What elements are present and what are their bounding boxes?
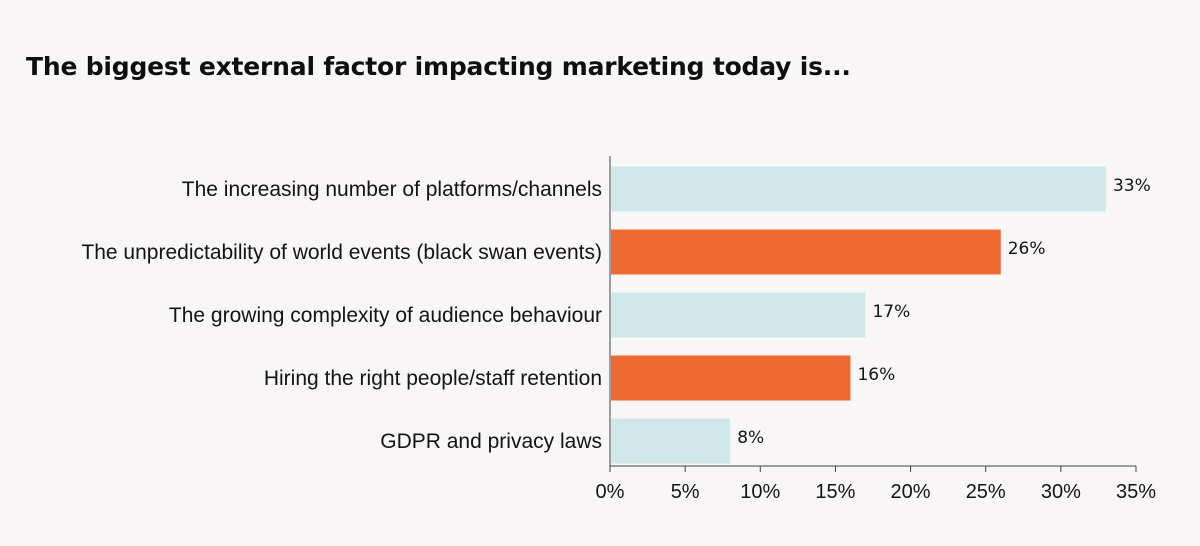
x-tick-label: 20% bbox=[891, 481, 931, 503]
category-label: The unpredictability of world events (bl… bbox=[81, 241, 602, 264]
value-label: 8% bbox=[737, 428, 764, 448]
category-label: The increasing number of platforms/chann… bbox=[182, 178, 602, 201]
x-tick-label: 30% bbox=[1041, 481, 1081, 503]
x-tick-label: 5% bbox=[671, 481, 700, 503]
category-label: The growing complexity of audience behav… bbox=[169, 304, 602, 327]
bar-3 bbox=[611, 292, 866, 338]
bars-layer bbox=[611, 166, 1106, 464]
value-label: 26% bbox=[1008, 239, 1046, 259]
value-label: 17% bbox=[872, 302, 910, 322]
bar-5 bbox=[611, 418, 731, 464]
x-tick-label: 35% bbox=[1116, 481, 1156, 503]
x-tick-label: 10% bbox=[740, 481, 780, 503]
bar-2 bbox=[611, 229, 1001, 275]
x-tick-label: 15% bbox=[815, 481, 855, 503]
x-tick-label: 0% bbox=[596, 481, 625, 503]
bar-4 bbox=[611, 355, 851, 401]
category-label: Hiring the right people/staff retention bbox=[264, 367, 602, 390]
chart-title: The biggest external factor impacting ma… bbox=[26, 52, 851, 81]
category-label: GDPR and privacy laws bbox=[380, 430, 602, 453]
x-tick-label: 25% bbox=[966, 481, 1006, 503]
value-label: 16% bbox=[857, 365, 895, 385]
value-label: 33% bbox=[1113, 176, 1151, 196]
x-axis: 0% 5% 10% 15% 20% 25% 30% 35% bbox=[596, 156, 1156, 503]
bar-1 bbox=[611, 166, 1106, 212]
labels-layer: The increasing number of platforms/chann… bbox=[81, 176, 1150, 453]
